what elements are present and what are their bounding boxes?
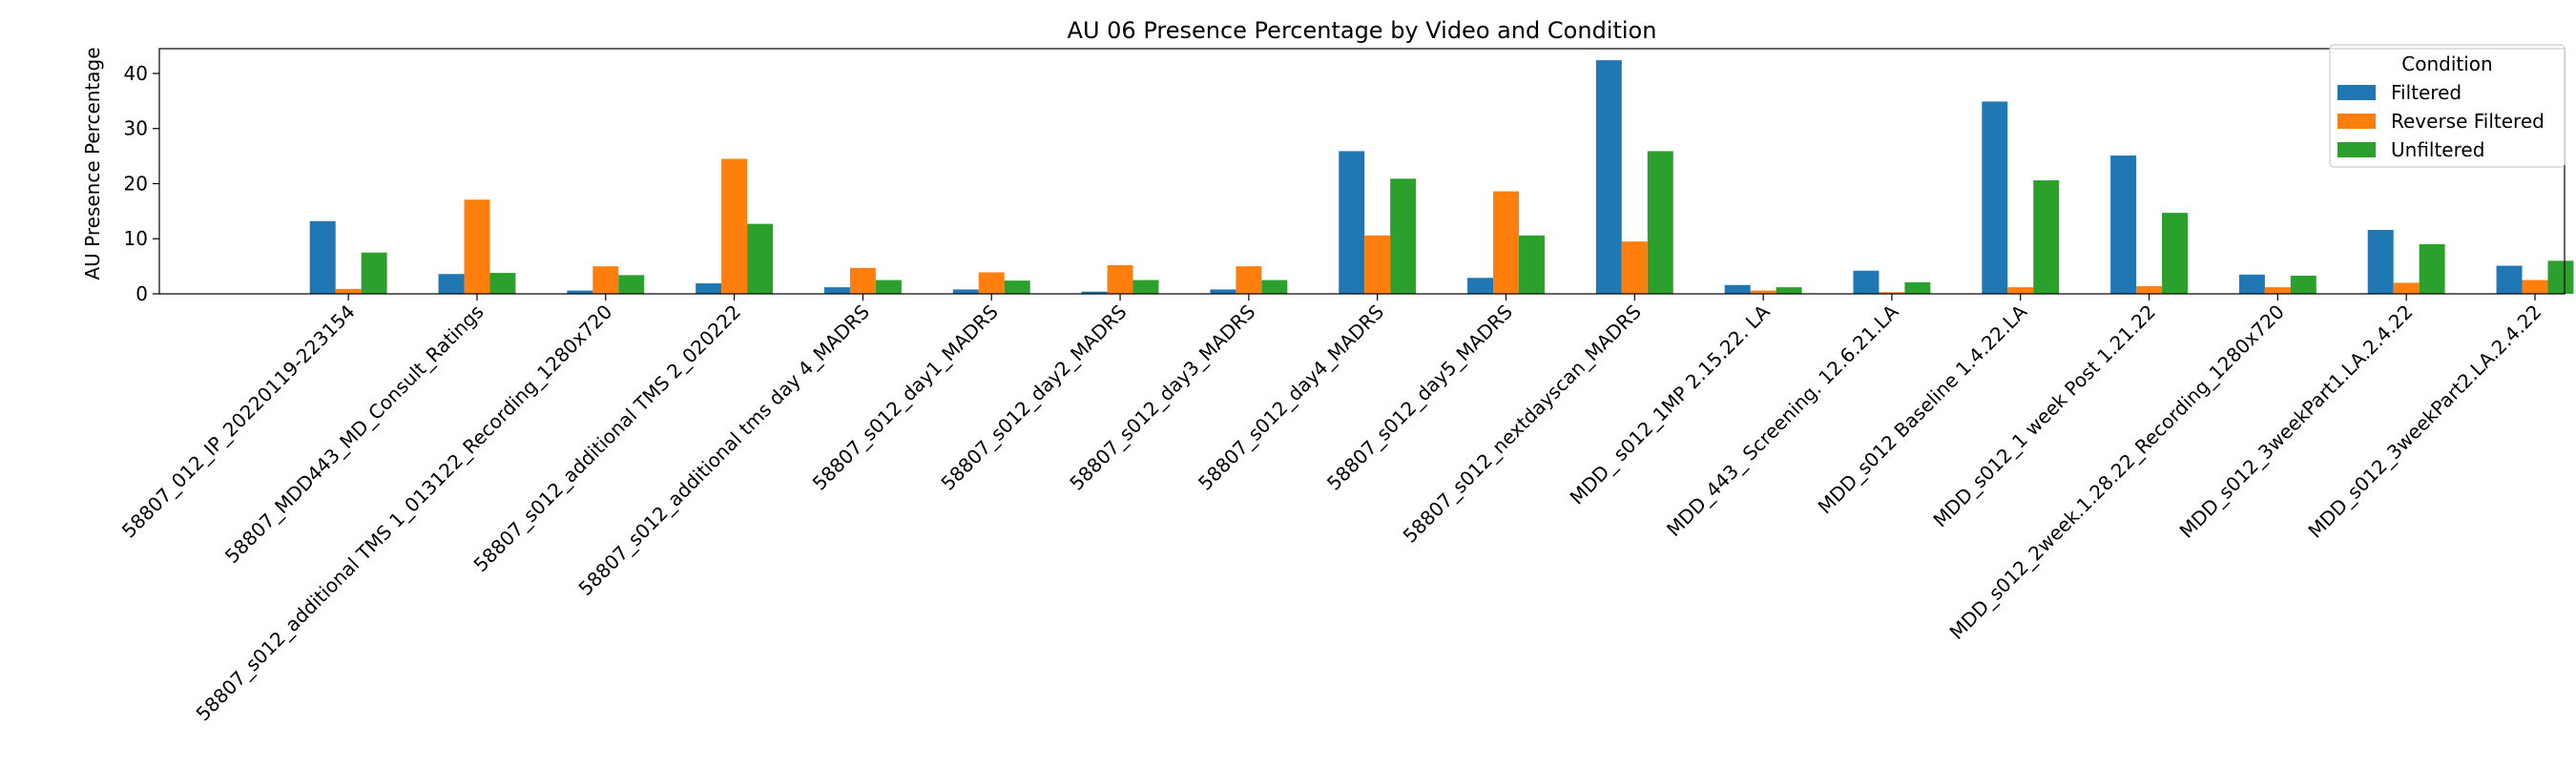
bar-reverse-filtered (1750, 290, 1776, 294)
bar-unfiltered (1390, 178, 1417, 294)
bar-filtered (1853, 270, 1880, 294)
bar-unfiltered (489, 273, 516, 294)
bar-unfiltered (1647, 151, 1673, 294)
bar-reverse-filtered (1621, 241, 1648, 294)
bar-reverse-filtered (1236, 266, 1262, 294)
y-axis-label: AU Presence Percentage (81, 47, 104, 280)
bar-unfiltered (2162, 213, 2188, 294)
legend-frame (2329, 44, 2566, 168)
bar-reverse-filtered (978, 272, 1005, 294)
x-tick-label: 58807_s012_nextdayscan_MADRS (1399, 301, 1646, 548)
x-tick-label: 58807_s012_additional tms day 4_MADRS (573, 301, 874, 601)
bar-filtered (1210, 289, 1236, 294)
bar-filtered (1467, 278, 1494, 294)
y-tick-label: 20 (124, 172, 148, 195)
x-tick-label: MDD_s012_3weekPart1.LA.2.4.22 (2175, 301, 2418, 543)
bar-unfiltered (747, 223, 774, 294)
y-tick-label: 0 (135, 282, 148, 305)
bar-reverse-filtered (1879, 292, 1905, 294)
bar-reverse-filtered (1107, 264, 1133, 294)
bar-unfiltered (1904, 281, 1931, 294)
bar-unfiltered (361, 252, 387, 294)
bar-unfiltered (2033, 180, 2060, 294)
bar-reverse-filtered (1493, 191, 1519, 294)
bar-reverse-filtered (335, 288, 362, 294)
bar-unfiltered (1518, 235, 1545, 294)
bar-reverse-filtered (721, 158, 748, 294)
bar-filtered (1339, 151, 1365, 294)
bar-unfiltered (875, 280, 902, 294)
legend-swatch (2337, 142, 2376, 157)
bar-reverse-filtered (2522, 280, 2548, 294)
x-tick-label: 58807_MDD443_MD_Consult_Ratings (220, 301, 488, 569)
bar-unfiltered (2547, 260, 2574, 294)
bar-filtered (1724, 284, 1751, 294)
bar-filtered (696, 283, 722, 294)
bar-filtered (952, 289, 979, 294)
bar-filtered (567, 290, 593, 294)
bar-unfiltered (1261, 280, 1288, 294)
bar-unfiltered (1132, 280, 1159, 294)
bar-filtered (823, 287, 850, 294)
y-tick-label: 30 (124, 117, 148, 140)
legend: Condition Filtered Reverse Filtered Unfilt… (2329, 44, 2566, 168)
legend-label: Reverse Filtered (2391, 110, 2545, 133)
x-tick-label: MDD_s012_1 week Post 1.21.22 (1928, 301, 2160, 532)
bar-unfiltered (1776, 287, 1802, 294)
bar-unfiltered (618, 275, 645, 294)
x-tick-label: MDD_s012 Baseline 1.4.22.LA (1814, 300, 2032, 518)
bar-reverse-filtered (2393, 282, 2420, 294)
chart-title: AU 06 Presence Percentage by Video and C… (1068, 17, 1657, 44)
x-tick-label: 58807_012_IP_20220119-223154 (117, 301, 360, 543)
bar-unfiltered (2290, 275, 2316, 294)
plot-area: 01020304058807_012_IP_20220119-223154588… (117, 48, 2574, 726)
y-tick-label: 10 (124, 227, 148, 250)
y-tick-label: 40 (124, 62, 148, 85)
legend-title: Condition (2401, 52, 2492, 75)
bar-reverse-filtered (464, 199, 490, 294)
bar-reverse-filtered (849, 267, 876, 294)
x-tick-label: 58807_s012_additional TMS 1_013122_Recor… (192, 301, 617, 726)
bar-filtered (2496, 265, 2523, 294)
bar-reverse-filtered (592, 266, 619, 294)
x-tick-label: MDD_443_ Screening. 12.6.21.LA (1662, 300, 1903, 541)
bar-unfiltered (1004, 280, 1030, 294)
legend-swatch (2337, 114, 2376, 129)
bar-filtered (2238, 274, 2265, 294)
bar-filtered (1595, 60, 1622, 295)
x-tick-label: MDD_s012_3weekPart2.LA.2.4.22 (2303, 301, 2545, 543)
x-tick-label: MDD_ s012_1MP 2.15.22. LA (1566, 300, 1775, 509)
bar-reverse-filtered (1364, 235, 1391, 294)
bar-unfiltered (2419, 244, 2445, 294)
legend-swatch (2337, 85, 2376, 100)
bar-filtered (1081, 291, 1108, 294)
legend-label: Filtered (2391, 81, 2462, 104)
bar-filtered (1982, 101, 2008, 295)
bar-reverse-filtered (2136, 285, 2163, 294)
legend-label: Unfiltered (2391, 138, 2484, 161)
bar-reverse-filtered (2007, 287, 2034, 294)
bar-filtered (309, 220, 336, 294)
plot-frame (158, 48, 2566, 295)
bar-filtered (438, 274, 465, 294)
x-tick-label: 58807_s012_additional TMS 2_020222 (469, 301, 746, 577)
bar-filtered (2367, 230, 2394, 294)
bar-filtered (2110, 156, 2137, 294)
bar-reverse-filtered (2264, 287, 2291, 294)
